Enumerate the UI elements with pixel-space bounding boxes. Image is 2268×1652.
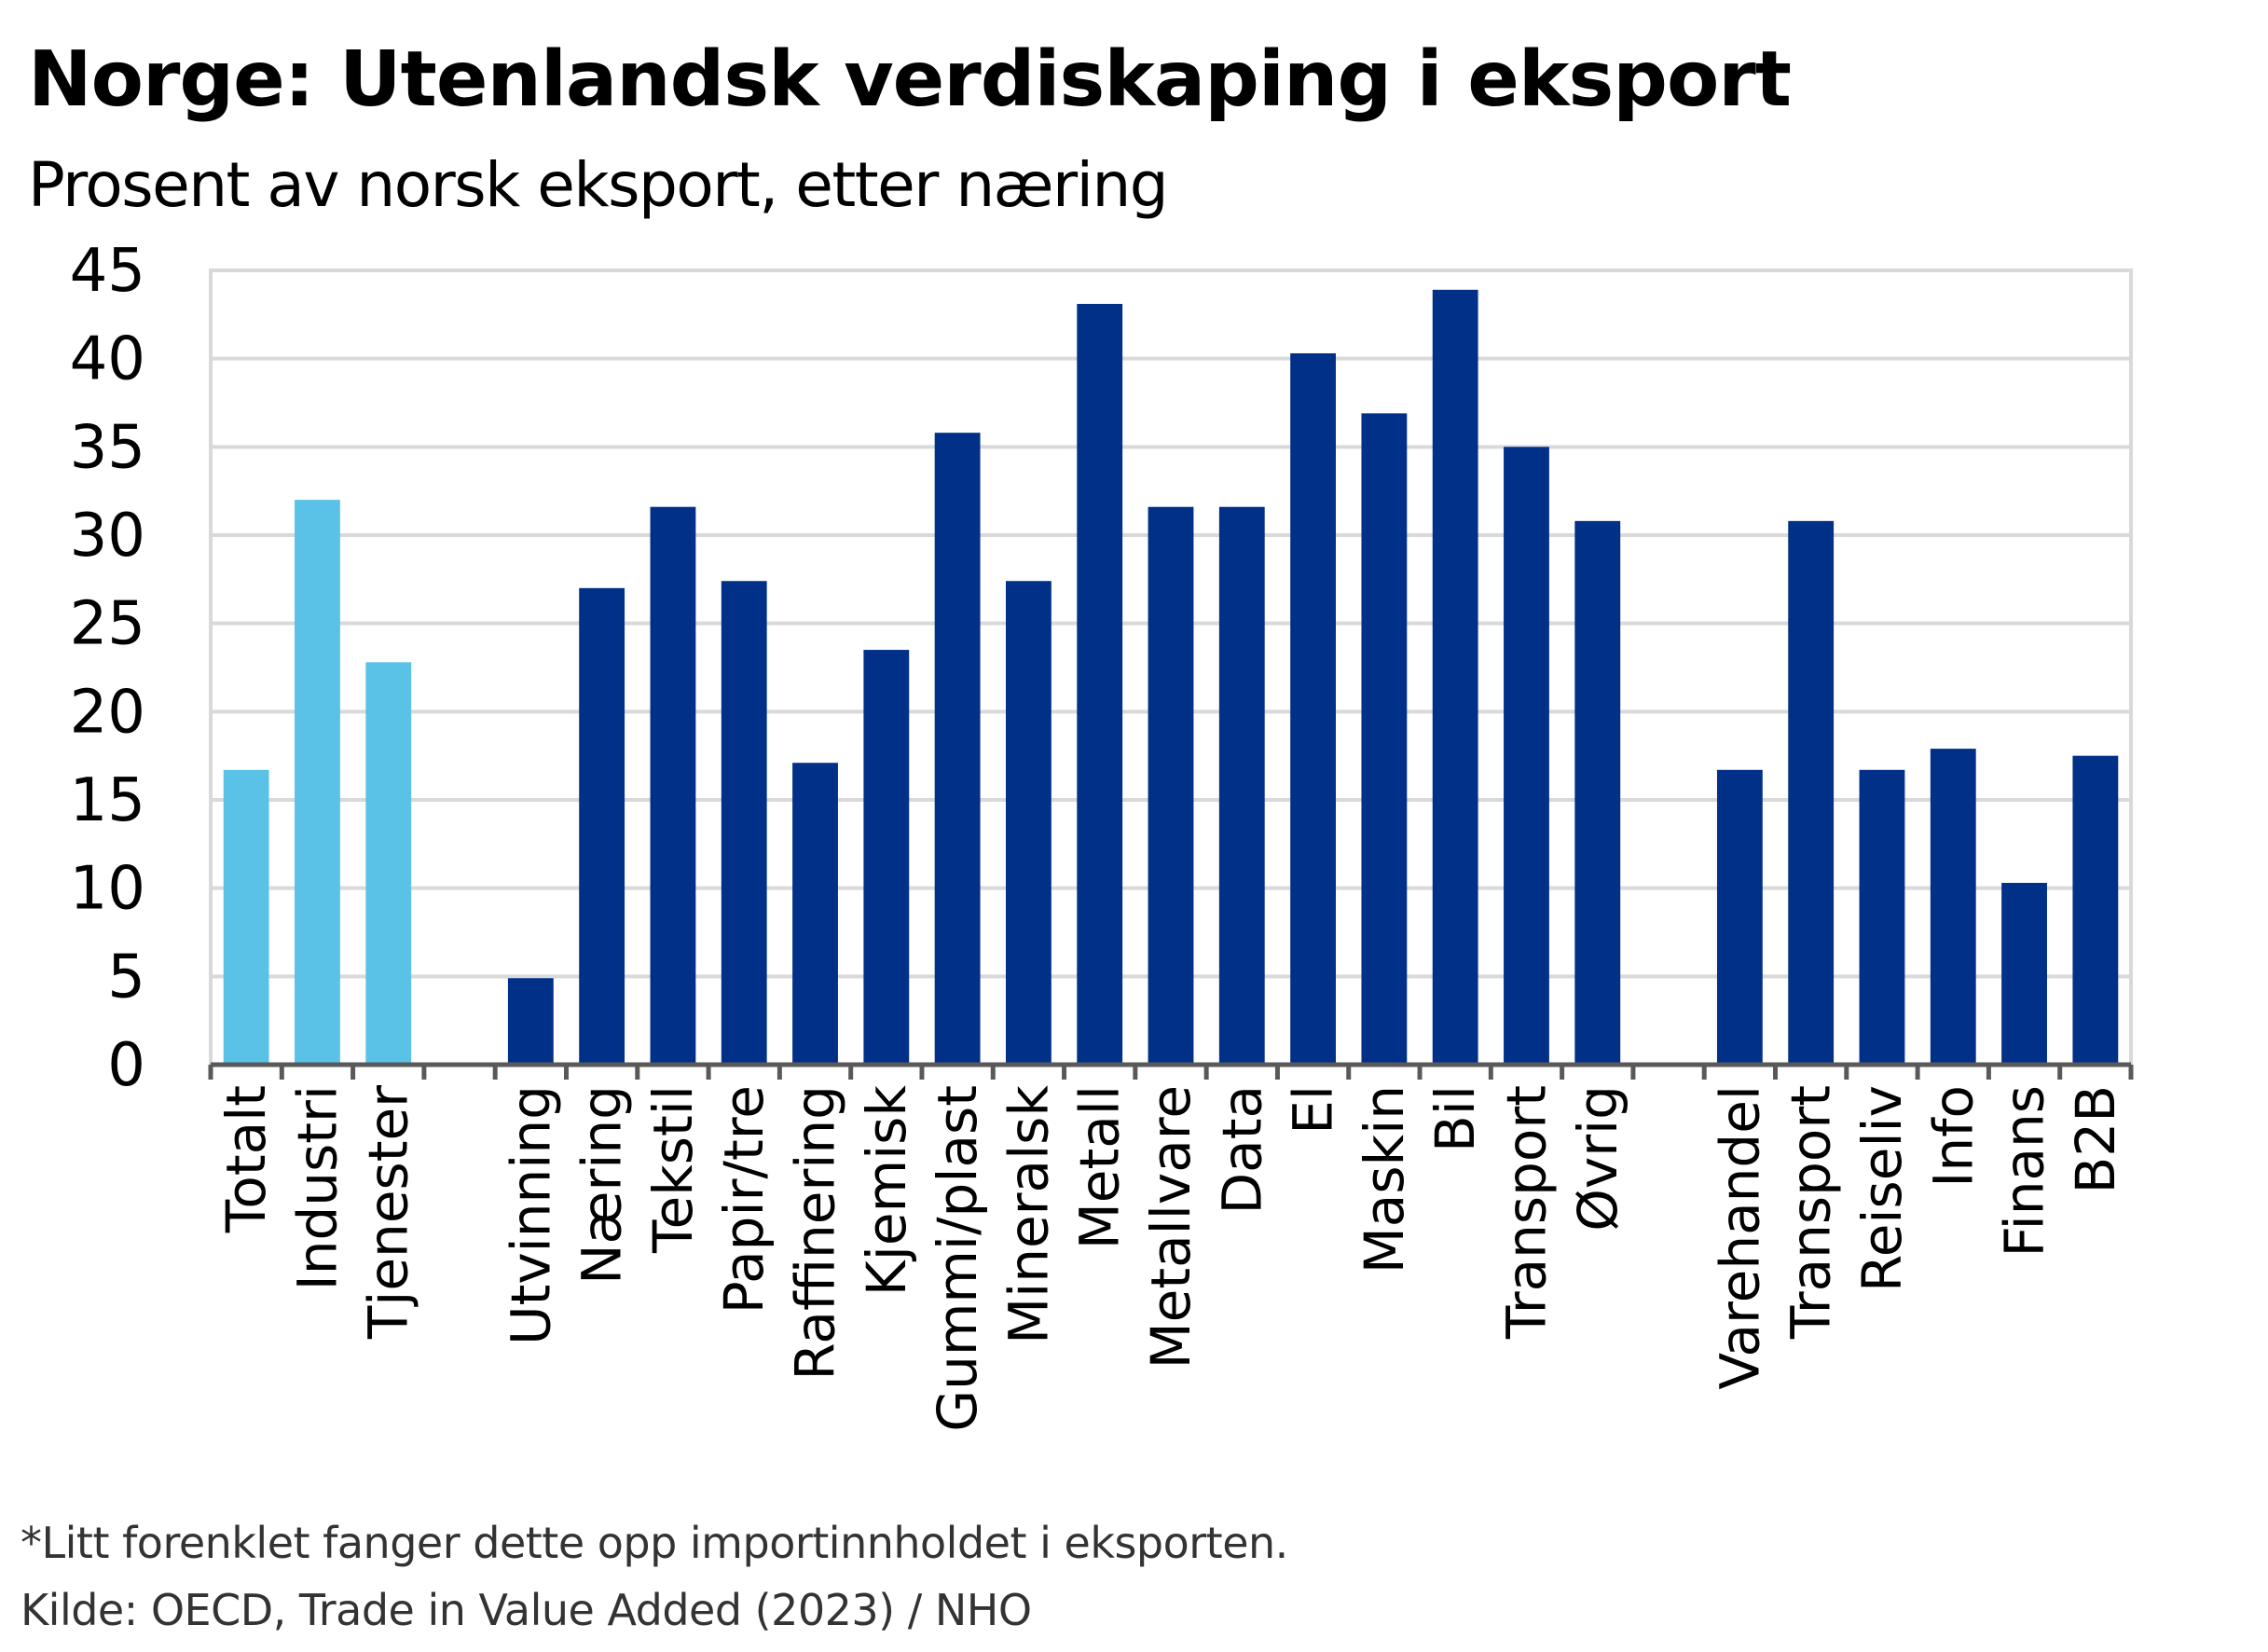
bar xyxy=(1859,769,1905,1065)
bar xyxy=(650,506,696,1065)
bar xyxy=(1788,520,1835,1065)
bar xyxy=(1716,769,1763,1065)
x-category-label: Data xyxy=(1210,1085,1273,1215)
x-category-label: Finans xyxy=(1993,1085,2056,1258)
x-category-label: Info xyxy=(1921,1085,1985,1188)
y-tick-label: 10 xyxy=(70,855,145,924)
axes xyxy=(208,1062,2134,1080)
bar xyxy=(295,500,340,1065)
bars xyxy=(223,289,2119,1066)
y-tick-label: 45 xyxy=(70,237,145,306)
x-category-label: Transport xyxy=(1494,1085,1558,1340)
bar xyxy=(1077,303,1123,1065)
x-category-label: Tekstil xyxy=(641,1085,705,1254)
x-category-label: Transport xyxy=(1780,1085,1843,1340)
y-tick-label: 5 xyxy=(107,943,145,1012)
y-tick-label: 30 xyxy=(70,502,145,571)
x-category-label: Mineralsk xyxy=(997,1085,1060,1344)
x-category-label: Maskin xyxy=(1353,1085,1416,1273)
bar xyxy=(1290,352,1337,1065)
bar xyxy=(934,433,981,1066)
y-tick-label: 25 xyxy=(70,590,145,659)
y-tick-label: 15 xyxy=(70,766,145,835)
x-category-labels: Totalt Industri Tjenester Utvinning Næring Te… xyxy=(214,1085,2127,1432)
bar xyxy=(1930,749,1976,1065)
x-category-label: Næring xyxy=(570,1085,634,1285)
x-category-label: Industri xyxy=(285,1085,349,1290)
x-category-label: Metallvare xyxy=(1139,1085,1203,1369)
y-tick-label: 0 xyxy=(107,1031,145,1100)
bar xyxy=(1005,581,1052,1065)
x-category-label: Varehandel xyxy=(1708,1085,1771,1390)
x-category-label: Utvinning xyxy=(499,1085,562,1345)
bar xyxy=(721,581,767,1065)
x-category-label: Gummi/plast xyxy=(926,1085,989,1432)
bar xyxy=(1218,506,1265,1065)
y-tick-label: 20 xyxy=(70,678,145,747)
x-category-label: Metall xyxy=(1068,1085,1132,1249)
bar xyxy=(1148,506,1194,1065)
y-tick-label: 40 xyxy=(70,325,145,394)
source-note: Kilde: OECD, Trade in Value Added (2023)… xyxy=(21,1585,1032,1635)
footnote: *Litt forenklet fanger dette opp importi… xyxy=(21,1518,1288,1568)
bar-chart: 0 5 10 15 20 25 30 35 40 45 Totalt Industri Tjenest… xyxy=(70,237,2134,1432)
bar xyxy=(1432,289,1478,1065)
x-category-label: Kjemisk xyxy=(855,1085,918,1297)
bar xyxy=(2072,755,2119,1065)
bar xyxy=(365,662,412,1065)
x-category-label: Totalt xyxy=(214,1085,278,1233)
x-category-label: Øvrig xyxy=(1566,1085,1629,1232)
bar xyxy=(223,769,269,1065)
chart-subtitle: Prosent av norsk eksport, etter næring xyxy=(28,149,1169,221)
y-tick-labels: 0 5 10 15 20 25 30 35 40 45 xyxy=(70,237,145,1100)
bar xyxy=(507,978,554,1065)
x-category-label: Raffinering xyxy=(784,1085,847,1381)
bar xyxy=(1574,520,1621,1065)
bar xyxy=(863,650,910,1065)
x-category-label: Tjenester xyxy=(357,1085,420,1340)
bar xyxy=(579,587,625,1065)
bar xyxy=(1361,413,1408,1065)
bar xyxy=(1504,447,1549,1065)
x-category-label: Bil xyxy=(1423,1085,1487,1152)
x-category-label: Reiseliv xyxy=(1850,1085,1914,1292)
x-category-label: El xyxy=(1282,1085,1345,1135)
chart-title: Norge: Utenlandsk verdiskaping i eksport xyxy=(28,35,1792,124)
y-tick-label: 35 xyxy=(70,413,145,482)
x-category-label: B2B xyxy=(2064,1085,2127,1193)
bar xyxy=(792,763,838,1065)
bar xyxy=(2001,882,2047,1065)
x-category-label: Papir/tre xyxy=(712,1085,776,1314)
